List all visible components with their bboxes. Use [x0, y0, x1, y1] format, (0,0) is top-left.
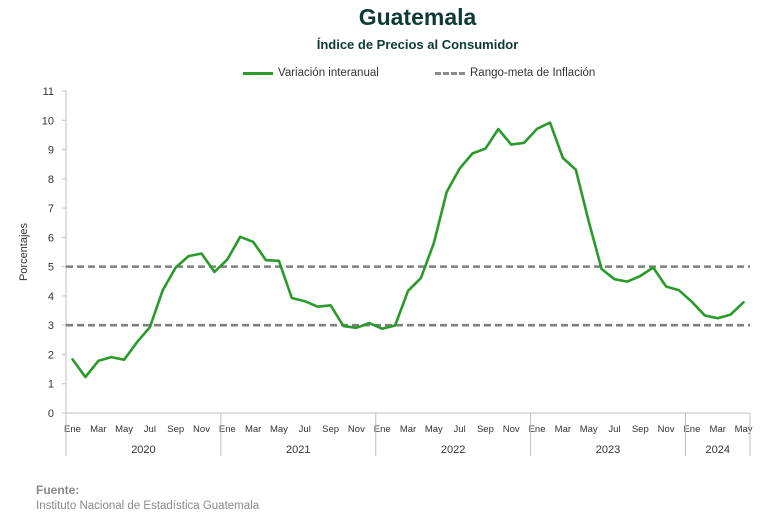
legend-swatch-dashed: [435, 71, 465, 75]
legend-label-rango-meta: Rango-meta de Inflación: [470, 67, 596, 79]
x-tick-label: Mar: [555, 424, 571, 435]
x-tick-label: Mar: [710, 424, 726, 435]
x-tick-label: Sep: [322, 424, 339, 435]
year-label: 2024: [705, 444, 729, 456]
y-tick-label: 4: [48, 291, 54, 303]
x-tick-label: Jul: [454, 424, 466, 435]
footer-source-text: Instituto Nacional de Estadística Guatem…: [36, 500, 260, 512]
y-tick-label: 3: [48, 320, 54, 332]
y-tick-label: 1: [48, 379, 54, 391]
x-tick-label: May: [735, 424, 753, 435]
x-tick-label: Nov: [348, 424, 365, 435]
x-tick-label: Nov: [193, 424, 210, 435]
x-tick-label: Ene: [64, 424, 81, 435]
y-tick-label: 10: [42, 115, 54, 127]
y-tick-label: 11: [43, 86, 54, 98]
x-tick-label: Nov: [658, 424, 675, 435]
line-chart: 0 1 2 3 4 5 6 7 8 9 10 11 Porcentajes Ene Mar May Jul Sep…: [18, 86, 753, 456]
x-tick-label: Ene: [683, 424, 700, 435]
y-tick-label: 7: [48, 203, 54, 215]
x-tick-label: May: [270, 424, 288, 435]
year-label: 2022: [441, 444, 465, 456]
y-tick-label: 5: [48, 262, 54, 274]
y-tick-label: 6: [48, 232, 54, 244]
year-label: 2023: [596, 444, 620, 456]
year-label: 2021: [286, 444, 310, 456]
y-tick-label: 8: [48, 174, 54, 186]
x-tick-label: May: [115, 424, 133, 435]
x-tick-label: Mar: [400, 424, 416, 435]
y-tick-label: 2: [48, 349, 54, 361]
x-tick-label: Ene: [219, 424, 236, 435]
x-tick-label: Ene: [529, 424, 546, 435]
x-tick-label: May: [580, 424, 598, 435]
x-tick-label: Nov: [503, 424, 520, 435]
legend-item-rango-meta: Rango-meta de Inflación: [435, 67, 595, 79]
x-tick-label: Jul: [299, 424, 311, 435]
y-tick-label: 9: [48, 145, 54, 157]
year-label: 2020: [131, 444, 155, 456]
x-tick-label: Mar: [90, 424, 106, 435]
footer-source-label: Fuente:: [36, 483, 80, 497]
series-line-variacion: [71, 121, 745, 379]
x-tick-label: Ene: [374, 424, 391, 435]
legend-swatch-solid: [243, 71, 273, 75]
x-tick-label: Sep: [167, 424, 184, 435]
chart-subtitle: Índice de Precios al Consumidor: [316, 37, 519, 52]
y-axis-label: Porcentajes: [18, 222, 30, 281]
x-tick-label: Mar: [245, 424, 261, 435]
x-tick-label: May: [425, 424, 443, 435]
x-tick-label: Jul: [144, 424, 156, 435]
x-tick-label: Jul: [608, 424, 620, 435]
legend-label-variacion: Variación interanual: [278, 67, 379, 79]
x-tick-label: Sep: [632, 424, 649, 435]
legend-item-variacion: Variación interanual: [243, 67, 379, 79]
chart-title: Guatemala: [358, 4, 477, 30]
x-tick-label: Sep: [477, 424, 494, 435]
y-tick-label: 0: [48, 408, 54, 420]
